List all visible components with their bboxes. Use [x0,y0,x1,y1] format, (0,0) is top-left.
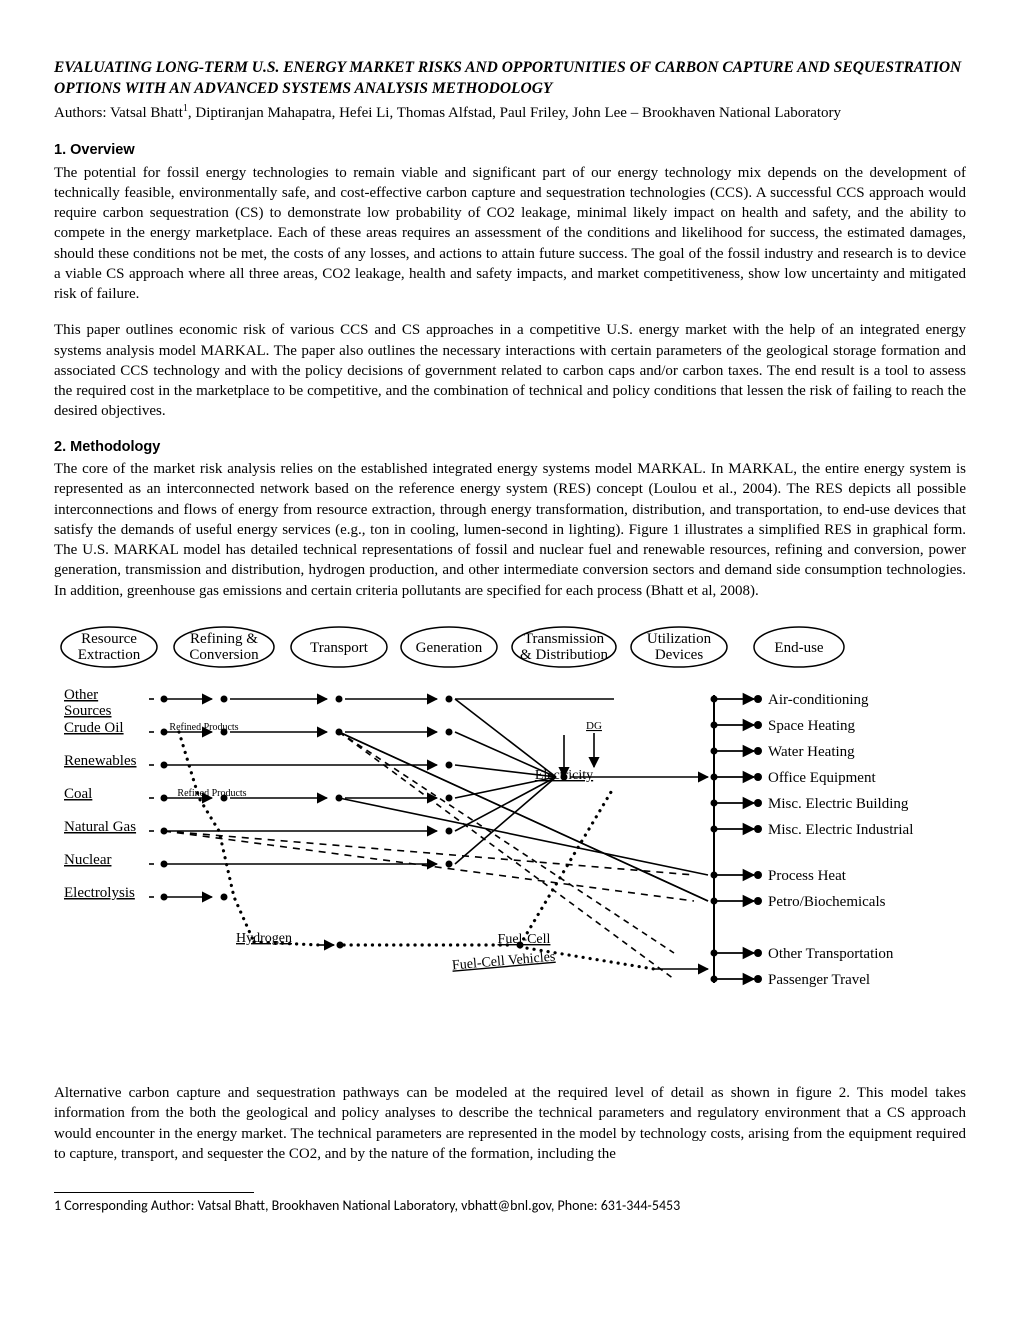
svg-text:Other: Other [64,687,98,703]
svg-text:Nuclear: Nuclear [64,852,111,868]
svg-text:Natural Gas: Natural Gas [64,819,136,835]
authors-prefix: Authors: Vatsal Bhatt [54,105,183,121]
svg-text:Transport: Transport [310,640,369,656]
footnote-rule [54,1192,254,1193]
section-head-methodology: 2. Methodology [54,438,966,458]
svg-text:Devices: Devices [655,647,703,663]
authors-suffix: , Diptiranjan Mahapatra, Hefei Li, Thoma… [188,105,841,121]
svg-text:Other Transportation: Other Transportation [768,946,894,962]
svg-text:Water Heating: Water Heating [768,744,855,760]
svg-text:Electrolysis: Electrolysis [64,885,135,901]
svg-text:Electricity: Electricity [535,768,593,783]
svg-text:Crude Oil: Crude Oil [64,720,124,736]
svg-text:Air-conditioning: Air-conditioning [768,692,869,708]
authors-line: Authors: Vatsal Bhatt1, Diptiranjan Maha… [54,102,966,123]
svg-text:Sources: Sources [64,703,112,719]
svg-text:Petro/Biochemicals: Petro/Biochemicals [768,894,886,910]
overview-p1: The potential for fossil energy technolo… [54,163,966,305]
svg-text:Extraction: Extraction [78,647,141,663]
methodology-p2: Alternative carbon capture and sequestra… [54,1083,966,1164]
footnote-text: 1 Corresponding Author: Vatsal Bhatt, Br… [54,1197,966,1216]
svg-text:End-use: End-use [774,640,823,656]
svg-text:Misc. Electric Industrial: Misc. Electric Industrial [768,822,913,838]
overview-p2: This paper outlines economic risk of var… [54,320,966,421]
methodology-p1: The core of the market risk analysis rel… [54,459,966,601]
svg-text:Passenger Travel: Passenger Travel [768,972,870,988]
figure-1-res-diagram: ResourceExtraction Refining &Conversion Tr… [54,617,966,1053]
svg-text:& Distribution: & Distribution [520,647,608,663]
svg-text:Misc. Electric Building: Misc. Electric Building [768,796,909,812]
svg-text:DG: DG [586,720,602,732]
svg-text:Fuel-Cell Vehicles: Fuel-Cell Vehicles [451,949,555,973]
svg-text:Resource: Resource [81,631,137,647]
svg-text:Refined Products: Refined Products [177,788,246,799]
svg-text:Hydrogen: Hydrogen [236,931,292,946]
svg-text:Utilization: Utilization [647,631,712,647]
svg-text:Transmission: Transmission [524,631,605,647]
svg-text:Conversion: Conversion [189,647,259,663]
paper-title: EVALUATING LONG-TERM U.S. ENERGY MARKET … [54,58,966,100]
svg-text:Refining &: Refining & [190,631,258,647]
svg-text:Process Heat: Process Heat [768,868,847,884]
svg-text:Space Heating: Space Heating [768,718,856,734]
section-head-overview: 1. Overview [54,141,966,161]
svg-text:Refined Products: Refined Products [169,722,238,733]
svg-text:Generation: Generation [416,640,483,656]
svg-text:Coal: Coal [64,786,92,802]
svg-text:Fuel-Cell: Fuel-Cell [498,932,551,947]
svg-text:Renewables: Renewables [64,753,137,769]
svg-text:Office Equipment: Office Equipment [768,770,876,786]
